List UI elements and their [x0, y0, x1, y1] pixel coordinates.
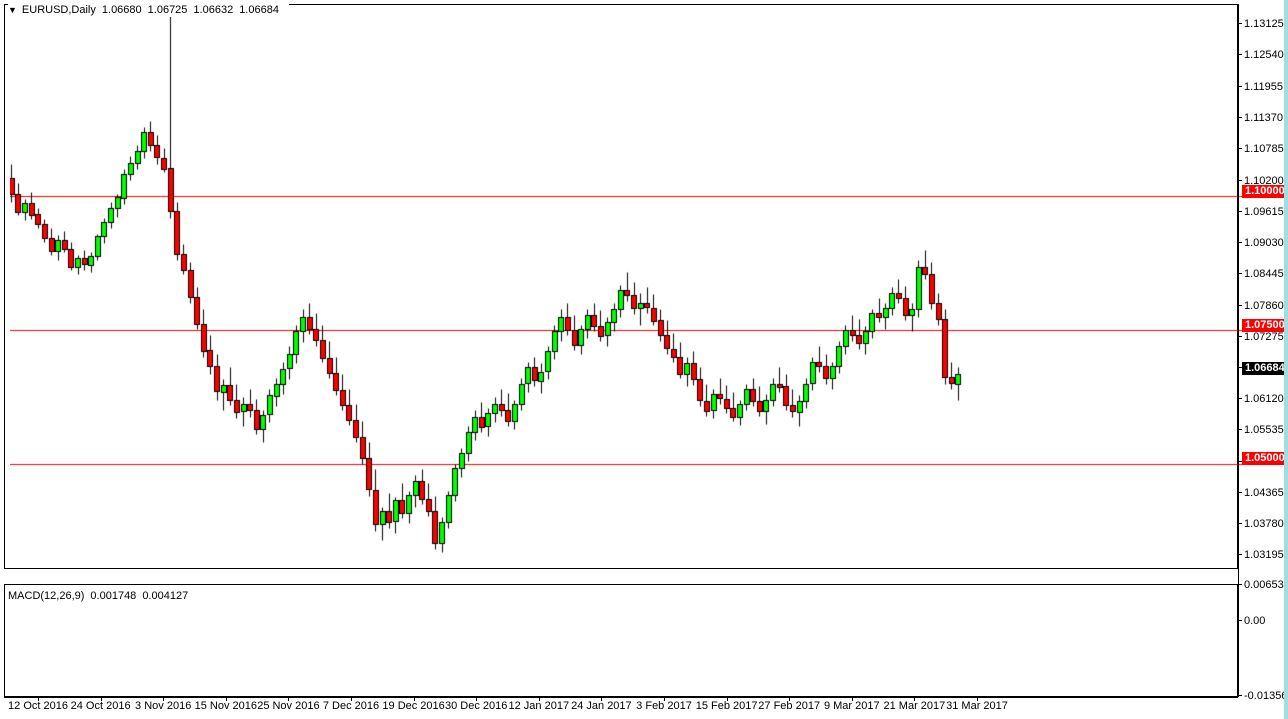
price-level-label[interactable]: 1.05000: [1242, 452, 1287, 466]
time-tick-mark: [163, 697, 164, 701]
price-chart-pane[interactable]: [4, 4, 1242, 573]
time-tick-label: 24 Jan 2017: [571, 700, 632, 712]
time-tick-mark: [476, 697, 477, 701]
window-right-edge: [1284, 0, 1288, 719]
macd-indicator-pane[interactable]: [4, 584, 1238, 697]
time-tick-label: 15 Nov 2016: [194, 700, 257, 712]
time-tick-mark: [727, 697, 728, 701]
time-tick-label: 30 Dec 2016: [444, 700, 508, 712]
symbol-header: ▼ EURUSD,Daily 1.06680 1.06725 1.06632 1…: [8, 3, 289, 17]
time-axis-line: [4, 697, 1238, 698]
time-tick-mark: [977, 697, 978, 701]
time-tick-label: 12 Jan 2017: [508, 700, 570, 712]
macd-label: MACD(12,26,9): [8, 590, 85, 602]
time-tick-mark: [852, 697, 853, 701]
time-tick-mark: [226, 697, 227, 701]
macd-header: MACD(12,26,9) 0.001748 0.004127: [8, 589, 199, 603]
time-tick-mark: [414, 697, 415, 701]
time-tick-label: 19 Dec 2016: [382, 700, 445, 712]
time-tick-label: 31 Mar 2017: [946, 700, 1008, 712]
time-tick-label: 7 Dec 2016: [322, 700, 380, 712]
price-chart-canvas[interactable]: [10, 10, 1242, 573]
time-tick-label: 24 Oct 2016: [70, 700, 131, 712]
scale-separator: [1238, 4, 1239, 697]
time-tick-label: 12 Oct 2016: [8, 700, 68, 712]
time-tick-label: 3 Nov 2016: [135, 700, 192, 712]
time-tick-mark: [914, 697, 915, 701]
time-tick-label: 15 Feb 2017: [695, 700, 758, 712]
time-scale[interactable]: 12 Oct 2016 24 Oct 2016 3 Nov 2016 15 Nov 2…: [4, 697, 1284, 719]
price-level-label[interactable]: 1.10000: [1242, 184, 1287, 198]
time-tick-mark: [101, 697, 102, 701]
time-tick-label: 25 Nov 2016: [257, 700, 320, 712]
time-tick-mark: [601, 697, 602, 701]
macd-value-signal: 0.004127: [142, 590, 189, 602]
current-price-label[interactable]: 1.06684: [1242, 362, 1287, 376]
time-tick-mark: [789, 697, 790, 701]
time-tick-label: 21 Mar 2017: [883, 700, 946, 712]
caret-down-icon[interactable]: ▼: [8, 4, 17, 15]
ohlc-close: 1.06684: [239, 4, 279, 16]
time-tick-mark: [539, 697, 540, 701]
time-tick-label: 3 Feb 2017: [636, 700, 692, 712]
macd-value-main: 0.001748: [90, 590, 137, 602]
time-tick-label: 27 Feb 2017: [758, 700, 821, 712]
time-tick-mark: [38, 697, 39, 701]
ohlc-low: 1.06632: [193, 4, 234, 16]
ohlc-high: 1.06725: [147, 4, 188, 16]
time-tick-mark: [288, 697, 289, 701]
time-tick-mark: [351, 697, 352, 701]
time-tick-mark: [664, 697, 665, 701]
time-tick-label: 9 Mar 2017: [823, 700, 880, 712]
price-scale[interactable]: 1.13125 1.12540 1.11955 1.11370 1.10785 1.102…: [1238, 4, 1287, 569]
price-level-label[interactable]: 1.07500: [1242, 318, 1287, 332]
ohlc-open: 1.06680: [101, 4, 142, 16]
symbol-period-label: EURUSD,Daily: [21, 4, 96, 16]
